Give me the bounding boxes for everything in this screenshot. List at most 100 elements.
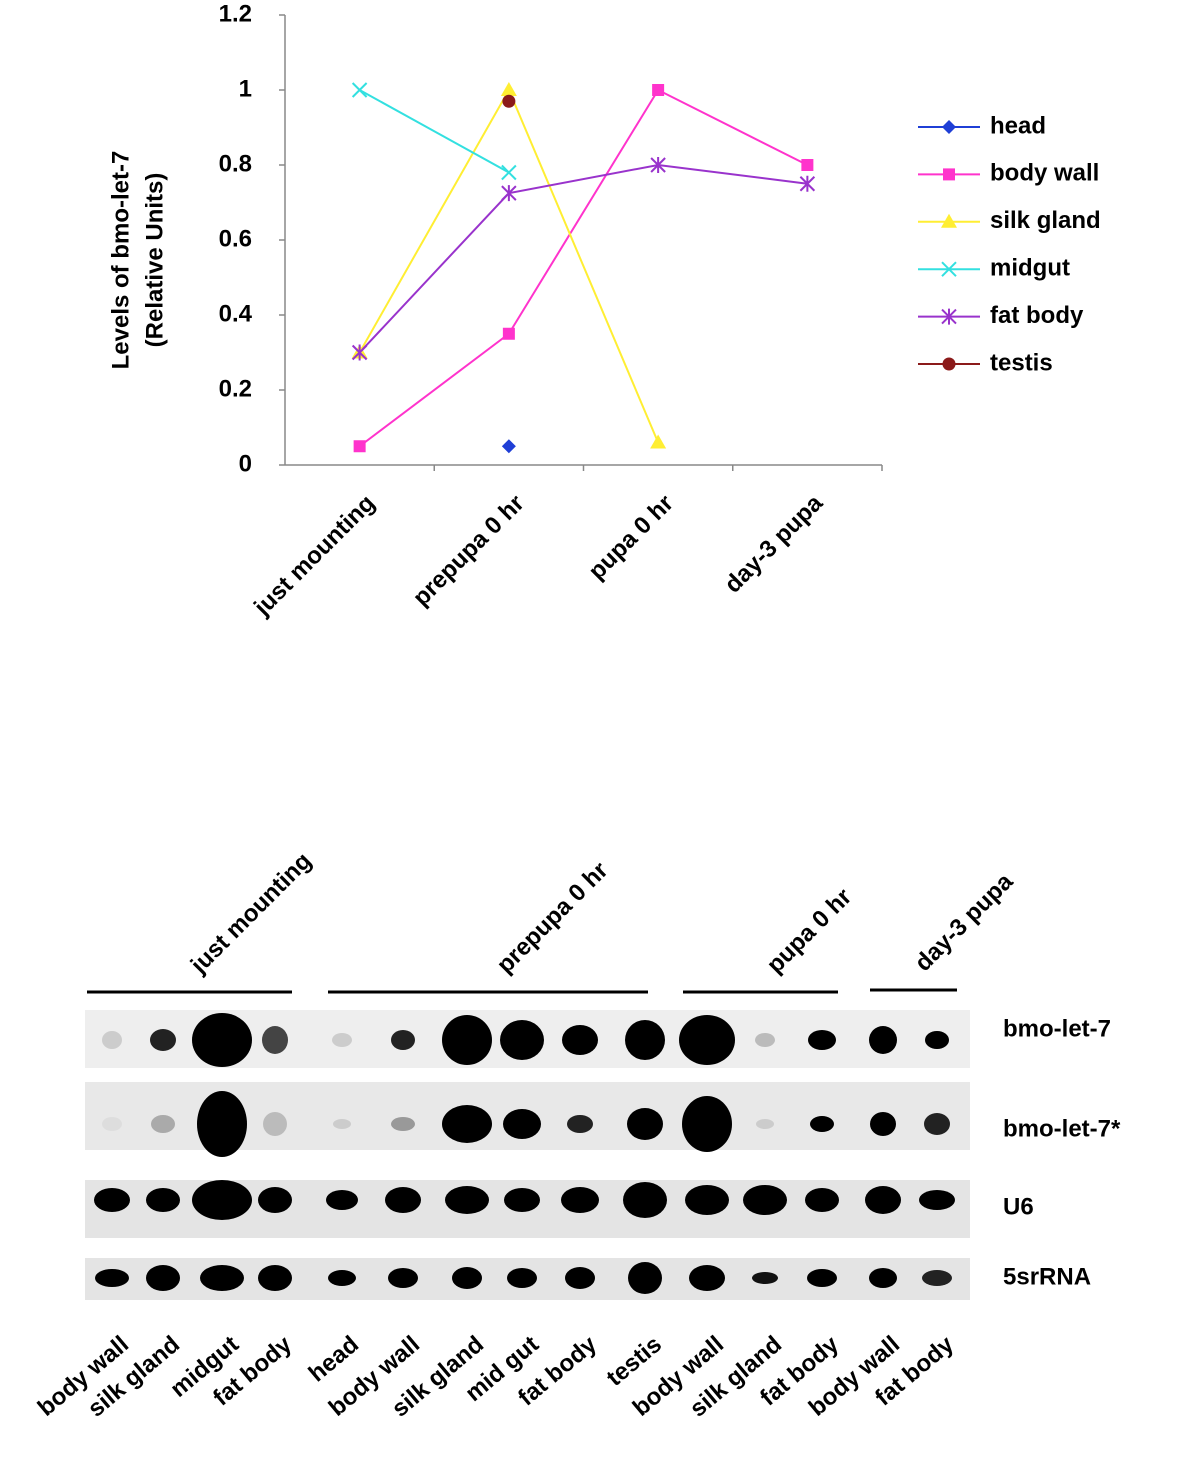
y-tick-label: 1.2 (219, 0, 252, 27)
blot-band (263, 1112, 287, 1136)
blot-band (565, 1267, 595, 1289)
blot-band (627, 1108, 663, 1140)
blot-band (755, 1033, 775, 1047)
x-tick-label: pupa 0 hr (583, 490, 678, 585)
marker (941, 261, 957, 277)
marker (799, 175, 816, 192)
blot-band (756, 1119, 774, 1129)
blot-band (807, 1269, 837, 1287)
legend-label: head (990, 112, 1046, 139)
marker (801, 159, 814, 171)
y-tick-label: 0 (239, 450, 252, 477)
blot-band (442, 1015, 492, 1065)
row-label: 5srRNA (1003, 1263, 1091, 1290)
blot-band (922, 1270, 952, 1286)
row-label: bmo-let-7 (1003, 1015, 1111, 1042)
marker (501, 439, 516, 454)
y-tick-label: 0.6 (219, 225, 252, 252)
marker (941, 213, 957, 228)
blot-band (919, 1190, 955, 1210)
y-tick-label: 0.4 (219, 300, 253, 327)
series-line (358, 87, 660, 443)
marker (942, 357, 956, 371)
blot-band (685, 1185, 729, 1215)
legend-label: fat body (990, 302, 1084, 329)
blot-band (561, 1187, 599, 1213)
blot-band (503, 1109, 541, 1139)
blot-band (391, 1117, 415, 1131)
blot-band (567, 1115, 593, 1133)
blot: just mounting prepupa 0 hr pupa 0 hr day… (33, 847, 1121, 1422)
blot-band (445, 1186, 489, 1214)
blot-band (192, 1013, 252, 1067)
y-tick-label: 1 (239, 75, 252, 102)
marker (650, 434, 667, 449)
y-tick-label: 0.2 (219, 375, 252, 402)
blot-band (682, 1096, 732, 1152)
group-label: pupa 0 hr (762, 883, 857, 978)
blot-band (808, 1030, 836, 1050)
blot-band (752, 1272, 778, 1284)
blot-band (388, 1268, 418, 1288)
blot-band (504, 1188, 540, 1212)
blot-band (258, 1265, 292, 1291)
blot-band (442, 1105, 492, 1143)
blot-band (146, 1188, 180, 1212)
marker (942, 120, 956, 134)
series-line (359, 89, 510, 174)
blot-band (94, 1188, 130, 1212)
blot-band (192, 1180, 252, 1220)
blot-band (151, 1115, 175, 1133)
y-tick-label: 0.8 (219, 150, 252, 177)
blot-band (625, 1020, 665, 1060)
marker (502, 94, 516, 108)
series-line (358, 163, 808, 354)
marker (941, 308, 957, 325)
blot-band (870, 1112, 896, 1136)
blot-band (507, 1268, 537, 1288)
marker (351, 344, 368, 361)
blot-band (924, 1113, 950, 1135)
chart: Levels of bmo-let-7 (Relative Units) 0 0.… (107, 0, 1100, 621)
row-label: U6 (1003, 1193, 1034, 1220)
group-label: just mounting (185, 847, 317, 979)
marker (650, 157, 666, 173)
x-tick-label: just mounting (248, 490, 380, 622)
blot-band (150, 1029, 176, 1051)
blot-band (452, 1267, 482, 1289)
group-label: day-3 pupa (910, 868, 1019, 977)
blot-band (628, 1262, 662, 1294)
blot-band (332, 1033, 352, 1047)
marker (943, 168, 955, 181)
blot-band (102, 1031, 122, 1049)
legend-label: testis (990, 349, 1053, 376)
blot-band (391, 1030, 415, 1050)
blot-band (689, 1265, 725, 1291)
blot-band (333, 1119, 351, 1129)
blot-band (328, 1270, 356, 1286)
blot-band (562, 1025, 598, 1055)
marker (501, 185, 517, 202)
blot-band (95, 1269, 129, 1287)
blot-band (925, 1031, 949, 1049)
marker (500, 82, 517, 96)
blot-band (623, 1182, 667, 1218)
legend-label: silk gland (990, 207, 1101, 234)
blot-band (262, 1026, 288, 1054)
legend-label: midgut (990, 255, 1070, 282)
row-label: bmo-let-7* (1003, 1115, 1121, 1142)
y-axis-label: (Relative Units) (141, 173, 168, 348)
blot-band (869, 1268, 897, 1288)
blot-band (200, 1265, 244, 1291)
blot-band (146, 1265, 180, 1291)
marker (652, 84, 665, 96)
series-line (359, 88, 808, 448)
group-label: prepupa 0 hr (492, 857, 614, 979)
blot-band (743, 1185, 787, 1215)
x-tick-label: prepupa 0 hr (408, 490, 530, 612)
x-tick-label: day-3 pupa (719, 489, 828, 598)
blot-band (805, 1188, 839, 1212)
legend-label: body wall (990, 160, 1099, 187)
blot-band (197, 1091, 247, 1157)
blot-band (500, 1020, 544, 1060)
